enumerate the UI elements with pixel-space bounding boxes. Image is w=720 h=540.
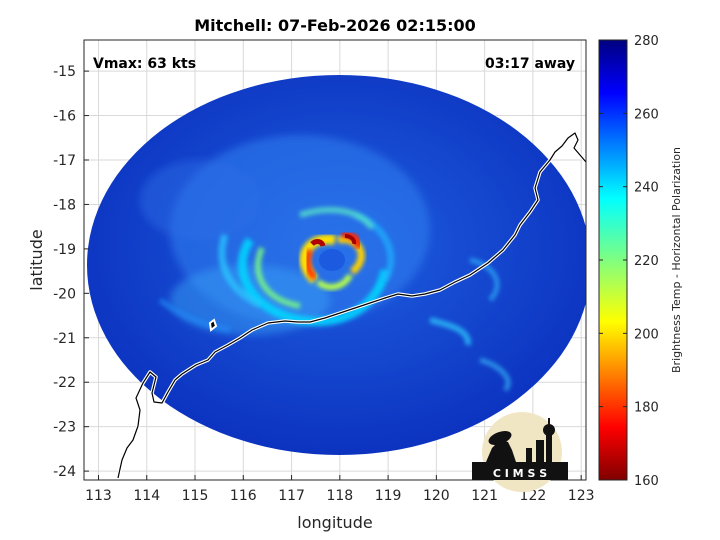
y-tick-label: -15 — [53, 64, 76, 80]
axes-frame — [83, 39, 587, 481]
y-tick-label: -24 — [53, 464, 76, 480]
y-axis-ticks: -15 -16 -17 -18 -19 -20 -21 -22 -23 -24 — [53, 64, 89, 480]
colorbar-tick-label: 280 — [634, 34, 659, 49]
y-tick-label: -18 — [53, 197, 76, 213]
colorbar — [598, 39, 628, 481]
coastline — [116, 131, 586, 479]
microwave-swath — [87, 75, 586, 455]
x-tick-label: 120 — [423, 488, 450, 504]
vmax-annotation: Vmax: 63 kts — [93, 56, 196, 72]
x-tick-label: 123 — [568, 488, 595, 504]
eyewall — [299, 230, 365, 291]
x-tick-label: 117 — [278, 488, 305, 504]
x-tick-label: 116 — [230, 488, 257, 504]
x-tick-label: 122 — [520, 488, 547, 504]
colorbar-label: Brightness Temp - Horizontal Polarizatio… — [670, 147, 683, 373]
y-tick-label: -21 — [53, 331, 76, 347]
colorbar-tick-label: 240 — [634, 181, 659, 196]
colorbar-ticks: 280 260 240 220 200 180 160 — [599, 34, 659, 489]
y-tick-label: -22 — [53, 375, 76, 391]
colorbar-tick-label: 220 — [634, 254, 659, 269]
colorbar-tick-label: 260 — [634, 107, 659, 122]
rainbands — [158, 206, 511, 392]
eye-center — [319, 249, 345, 271]
colorbar-tick-label: 200 — [634, 327, 659, 342]
cimss-logo: C I M S S — [472, 412, 568, 492]
chart-title: Mitchell: 07-Feb-2026 02:15:00 — [194, 16, 476, 35]
y-axis-label: latitude — [27, 229, 46, 290]
x-tick-label: 113 — [85, 488, 112, 504]
colorbar-tick-label: 180 — [634, 401, 659, 416]
x-tick-label: 114 — [133, 488, 160, 504]
y-tick-label: -23 — [53, 420, 76, 436]
y-tick-label: -19 — [53, 242, 76, 258]
y-tick-label: -17 — [53, 153, 76, 169]
time-away-annotation: 03:17 away — [485, 56, 575, 72]
y-tick-label: -20 — [53, 286, 76, 302]
cimss-logo-text: C I M S S — [493, 467, 547, 480]
x-tick-label: 119 — [375, 488, 402, 504]
x-axis-label: longitude — [297, 513, 372, 532]
colorbar-tick-label: 160 — [634, 474, 659, 489]
x-tick-label: 115 — [182, 488, 209, 504]
x-tick-label: 118 — [326, 488, 353, 504]
x-axis-ticks: 113 114 115 116 117 118 119 120 121 122 123 — [85, 475, 595, 504]
x-tick-label: 121 — [471, 488, 498, 504]
y-tick-label: -16 — [53, 109, 76, 125]
